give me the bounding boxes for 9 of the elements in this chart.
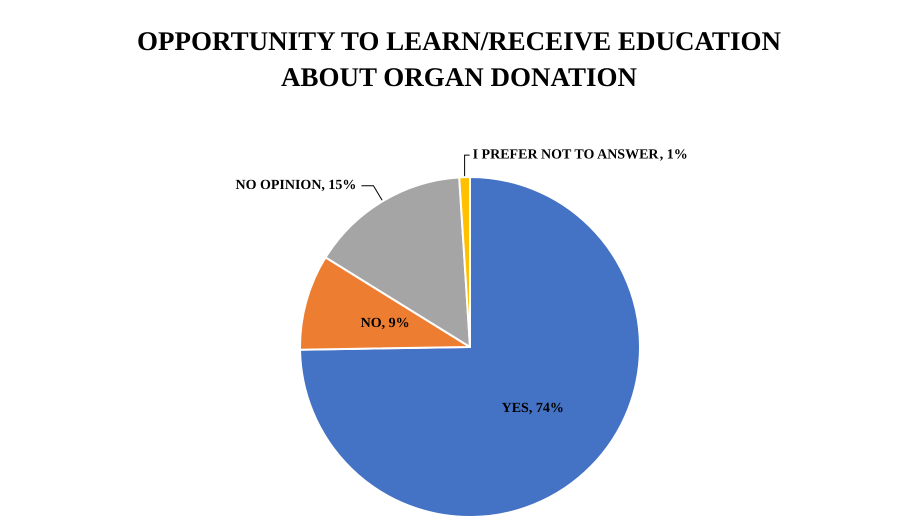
data-label: , 74%	[528, 401, 564, 416]
slice-label: NO OPINION	[235, 178, 322, 194]
chart-title: OPPORTUNITY TO LEARN/RECEIVE EDUCATION ABOUT ORGAN DONATION	[137, 26, 782, 92]
data-label: , 15%	[321, 178, 356, 194]
data-label: , 1%	[660, 148, 688, 163]
slice-label: YES	[502, 401, 530, 416]
data-label: , 9%	[382, 316, 410, 332]
slice-label: NO	[360, 316, 382, 332]
slice-label: I PREFER NOT TO ANSWER	[472, 148, 660, 163]
